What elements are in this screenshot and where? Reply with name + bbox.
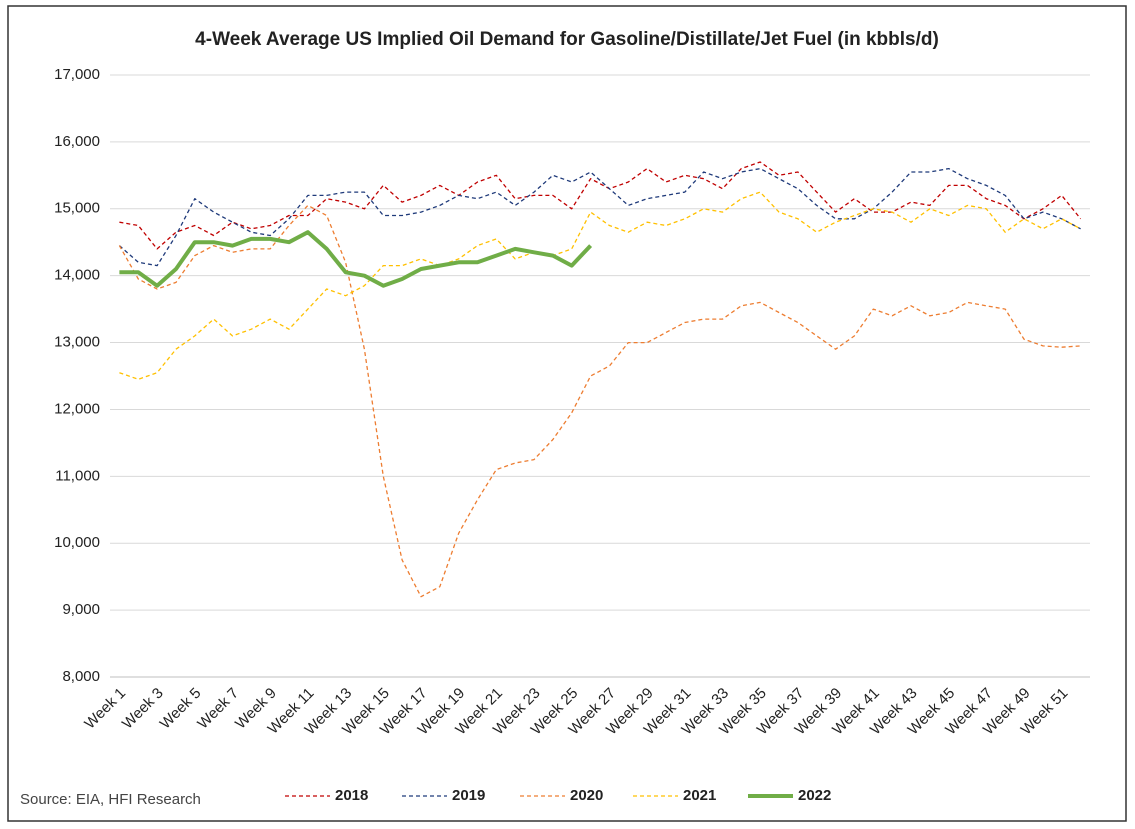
legend-label: 2019 xyxy=(452,787,485,804)
y-tick-label: 9,000 xyxy=(62,601,100,618)
source-note: Source: EIA, HFI Research xyxy=(20,791,201,808)
y-tick-label: 8,000 xyxy=(62,668,100,685)
y-tick-label: 12,000 xyxy=(54,400,100,417)
legend-label: 2018 xyxy=(335,787,368,804)
y-tick-label: 17,000 xyxy=(54,66,100,83)
legend-label: 2021 xyxy=(683,787,716,804)
y-tick-label: 15,000 xyxy=(54,200,100,217)
chart-title: 4-Week Average US Implied Oil Demand for… xyxy=(195,29,939,50)
series-line xyxy=(118,167,1081,267)
series-line xyxy=(118,204,1081,598)
legend-label: 2022 xyxy=(798,787,831,804)
series-line xyxy=(119,191,1081,380)
y-tick-label: 14,000 xyxy=(54,267,100,284)
series-line xyxy=(119,230,593,288)
series-line xyxy=(119,161,1082,250)
y-tick-label: 10,000 xyxy=(54,534,100,551)
y-tick-label: 16,000 xyxy=(54,133,100,150)
y-tick-label: 11,000 xyxy=(55,467,100,484)
legend-label: 2020 xyxy=(570,787,603,804)
y-tick-label: 13,000 xyxy=(54,334,100,351)
